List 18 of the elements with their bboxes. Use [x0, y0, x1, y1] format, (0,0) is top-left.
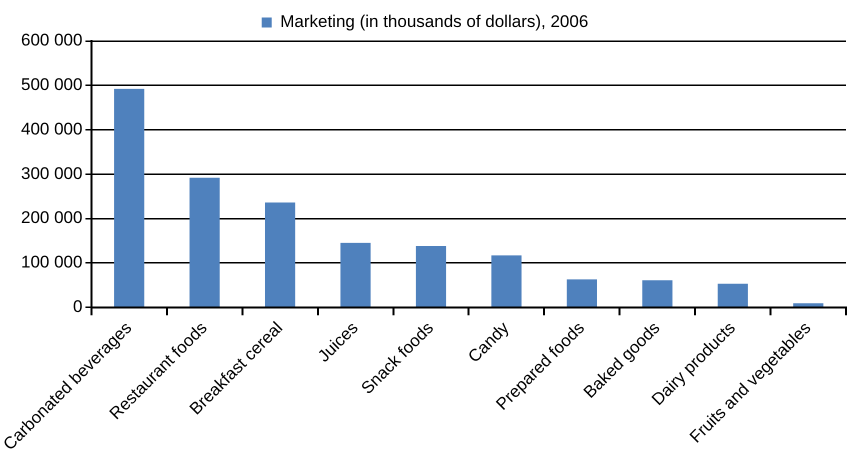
- bar: [190, 178, 220, 307]
- y-tick-label: 300 000: [20, 164, 82, 183]
- y-tick-label: 500 000: [20, 75, 82, 94]
- y-tick-label: 100 000: [20, 252, 82, 272]
- bar: [642, 280, 672, 307]
- bar: [793, 303, 824, 307]
- bar: [340, 242, 371, 307]
- y-tick-label: 200 000: [20, 208, 82, 228]
- bar: [264, 202, 296, 307]
- y-tick-label: 600 000: [20, 30, 82, 50]
- legend-label: Marketing (in thousands of dollars), 2006: [280, 12, 588, 32]
- bar: [566, 279, 597, 307]
- bar: [416, 246, 446, 307]
- bar: [114, 88, 144, 307]
- bar: [718, 284, 748, 307]
- y-tick-label: 0: [72, 296, 82, 316]
- bar: [491, 255, 522, 307]
- y-tick-label: 400 000: [20, 119, 82, 138]
